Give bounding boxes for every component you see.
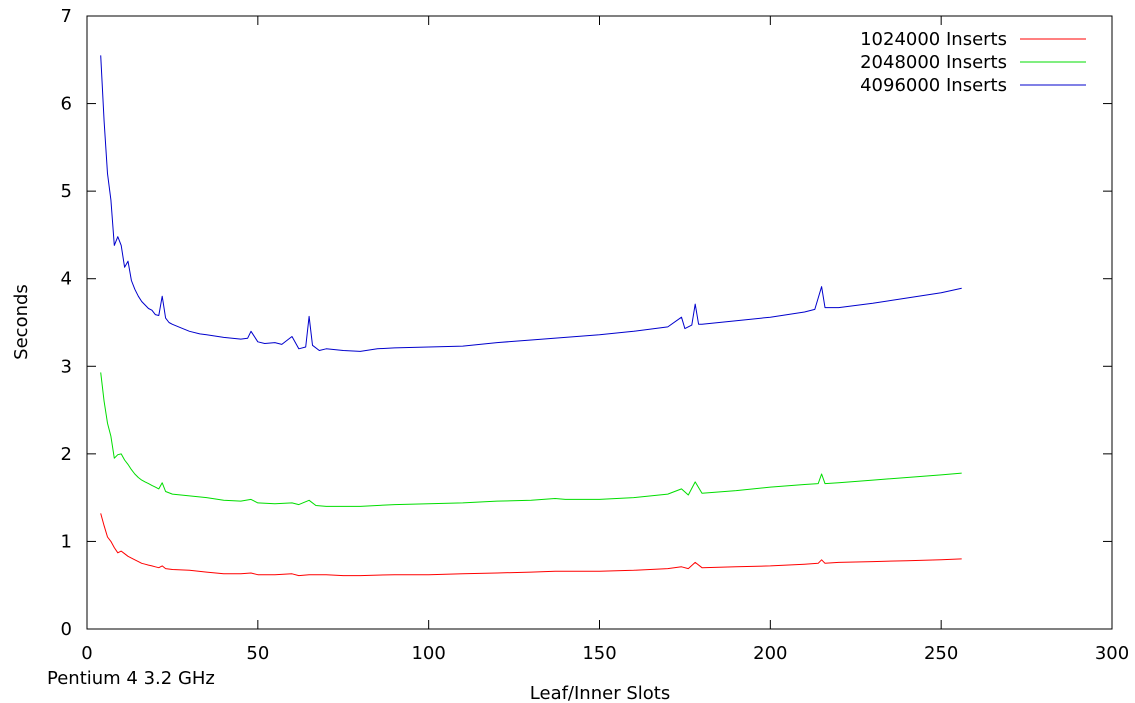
legend-label: 2048000 Inserts (860, 52, 1007, 73)
series-line-1 (100, 513, 962, 577)
plot-area (86, 15, 1113, 630)
x-tick-label: 100 (411, 643, 445, 664)
y-axis-title: Seconds (11, 284, 32, 360)
x-tick-label: 150 (582, 643, 616, 664)
y-tick-label: 7 (61, 6, 72, 27)
legend-label: 1024000 Inserts (860, 29, 1007, 50)
y-tick-label: 2 (61, 444, 72, 465)
x-tick-label: 0 (81, 643, 92, 664)
x-tick-label: 200 (753, 643, 787, 664)
x-axis: 0 50 100 150 200 250 300 (81, 16, 1129, 664)
legend-label: 4096000 Inserts (860, 75, 1007, 96)
y-tick-label: 4 (61, 269, 72, 290)
x-tick-label: 50 (246, 643, 269, 664)
y-axis: 0 1 2 3 4 5 6 7 (61, 6, 1112, 640)
x-tick-label: 300 (1095, 643, 1129, 664)
series-lines (100, 55, 962, 577)
plot-border (86, 15, 1113, 630)
x-tick-label: 250 (924, 643, 958, 664)
series-line-2 (100, 372, 962, 507)
y-tick-label: 6 (61, 94, 72, 115)
y-tick-label: 5 (61, 181, 72, 202)
y-tick-label: 0 (61, 619, 72, 640)
y-tick-label: 3 (61, 356, 72, 377)
x-axis-title: Leaf/Inner Slots (530, 683, 670, 703)
y-tick-label: 1 (61, 531, 72, 552)
footnote-label: Pentium 4 3.2 GHz (47, 668, 215, 689)
series-line-3 (100, 55, 962, 352)
